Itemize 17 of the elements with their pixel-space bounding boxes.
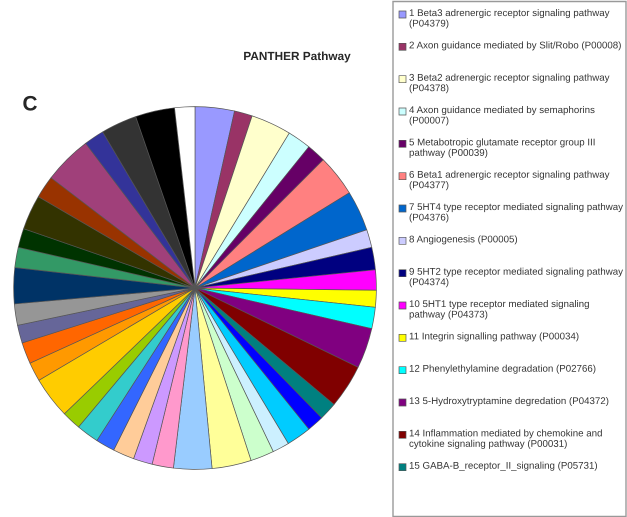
legend-label: 11 Integrin signalling pathway (P00034)	[410, 332, 578, 342]
text: PANTHER Pathway	[244, 52, 351, 63]
legend-label: 14 Inflammation mediated by chemokine and cytokine signaling pathway (P00031)	[409, 429, 602, 449]
legend-label: 3 Beta2 adrenergic receptor signaling pathway (P04378)	[409, 74, 610, 94]
legend-label: 15 GABA-B_receptor_II_signaling (P05731)	[410, 462, 598, 471]
legend-label: 2 Axon guidance mediated by Slit/Robo (P00008)	[409, 41, 621, 50]
legend-label: 9 5HT2 type receptor mediated signaling pathway (P04374)	[409, 268, 623, 288]
legend-label: 10 5HT1 type receptor mediated signaling pathway (P04373)	[410, 300, 589, 320]
legend-label: 12 Phenylethylamine degradation (P02766)	[410, 364, 596, 374]
legend-label: 1 Beta3 adrenergic receptor signaling pathway (P04379)	[410, 9, 610, 29]
legend-label: 6 Beta1 adrenergic receptor signaling pathway (P04377)	[409, 170, 610, 190]
legend-label: 13 5-Hydroxytryptamine degredation (P04372)	[410, 397, 608, 406]
legend-label: 4 Axon guidance mediated by semaphorins (P00007)	[409, 106, 595, 126]
legend-label: 7 5HT4 type receptor mediated signaling pathway (P04376)	[410, 203, 623, 223]
text: C	[23, 96, 37, 111]
legend-label: 8 Angiogenesis (P00005)	[409, 235, 518, 244]
legend-label: 5 Metabotropic glutamate receptor group III pathway (P00039)	[409, 138, 595, 158]
